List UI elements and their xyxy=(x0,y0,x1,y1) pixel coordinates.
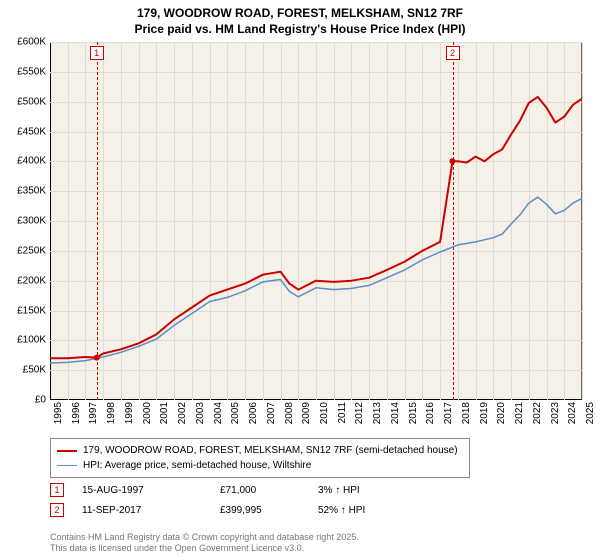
transaction-marker-2: 2 xyxy=(50,503,64,517)
x-tick-label: 2019 xyxy=(479,402,490,424)
legend-swatch-2 xyxy=(57,465,77,466)
x-tick-label: 2000 xyxy=(142,402,153,424)
x-tick-label: 2004 xyxy=(213,402,224,424)
y-tick-label: £350K xyxy=(4,186,46,197)
transaction-marker-1: 1 xyxy=(50,483,64,497)
x-tick-label: 2015 xyxy=(408,402,419,424)
x-tick-label: 2018 xyxy=(461,402,472,424)
y-tick-label: £600K xyxy=(4,37,46,48)
chart-area: £0£50K£100K£150K£200K£250K£300K£350K£400… xyxy=(50,42,582,400)
attribution: Contains HM Land Registry data © Crown c… xyxy=(50,532,359,555)
legend-row-2: HPI: Average price, semi-detached house,… xyxy=(57,458,463,473)
x-tick-label: 2016 xyxy=(425,402,436,424)
x-tick-label: 1995 xyxy=(53,402,64,424)
sale-marker-dot xyxy=(450,158,456,164)
x-tick-label: 2013 xyxy=(372,402,383,424)
x-tick-label: 2003 xyxy=(195,402,206,424)
x-tick-label: 2008 xyxy=(284,402,295,424)
y-tick-label: £100K xyxy=(4,335,46,346)
x-tick-label: 2024 xyxy=(567,402,578,424)
legend-row-1: 179, WOODROW ROAD, FOREST, MELKSHAM, SN1… xyxy=(57,443,463,458)
x-tick-label: 2010 xyxy=(319,402,330,424)
x-tick-label: 2005 xyxy=(230,402,241,424)
y-tick-label: £300K xyxy=(4,216,46,227)
x-tick-label: 2014 xyxy=(390,402,401,424)
transaction-list: 1 15-AUG-1997 £71,000 3% ↑ HPI 2 11-SEP-… xyxy=(50,480,428,520)
legend-swatch-1 xyxy=(57,450,77,452)
line-series-svg xyxy=(50,42,582,400)
x-tick-label: 1996 xyxy=(71,402,82,424)
x-tick-label: 2001 xyxy=(159,402,170,424)
x-tick-label: 2017 xyxy=(443,402,454,424)
x-tick-label: 1999 xyxy=(124,402,135,424)
x-tick-label: 1997 xyxy=(88,402,99,424)
legend-label-2: HPI: Average price, semi-detached house,… xyxy=(83,458,311,473)
transaction-date: 11-SEP-2017 xyxy=(82,505,202,516)
transaction-price: £71,000 xyxy=(220,485,300,496)
title-line-1: 179, WOODROW ROAD, FOREST, MELKSHAM, SN1… xyxy=(0,6,600,22)
x-tick-label: 2020 xyxy=(496,402,507,424)
legend-label-1: 179, WOODROW ROAD, FOREST, MELKSHAM, SN1… xyxy=(83,443,458,458)
y-tick-label: £250K xyxy=(4,245,46,256)
x-tick-label: 2007 xyxy=(266,402,277,424)
attribution-line-1: Contains HM Land Registry data © Crown c… xyxy=(50,532,359,543)
x-tick-label: 2021 xyxy=(514,402,525,424)
legend: 179, WOODROW ROAD, FOREST, MELKSHAM, SN1… xyxy=(50,438,470,478)
attribution-line-2: This data is licensed under the Open Gov… xyxy=(50,543,359,554)
y-tick-label: £200K xyxy=(4,275,46,286)
title-line-2: Price paid vs. HM Land Registry's House … xyxy=(0,22,600,38)
y-tick-label: £550K xyxy=(4,66,46,77)
y-tick-label: £150K xyxy=(4,305,46,316)
sale-marker-dot xyxy=(94,355,100,361)
transaction-price: £399,995 xyxy=(220,505,300,516)
y-tick-label: £400K xyxy=(4,156,46,167)
transaction-pct: 3% ↑ HPI xyxy=(318,485,428,496)
transaction-date: 15-AUG-1997 xyxy=(82,485,202,496)
transaction-pct: 52% ↑ HPI xyxy=(318,505,428,516)
x-tick-label: 2025 xyxy=(585,402,596,424)
chart-title-block: 179, WOODROW ROAD, FOREST, MELKSHAM, SN1… xyxy=(0,0,600,41)
x-tick-label: 2012 xyxy=(354,402,365,424)
x-tick-label: 2023 xyxy=(550,402,561,424)
x-tick-label: 2011 xyxy=(337,402,348,424)
y-tick-label: £450K xyxy=(4,126,46,137)
x-tick-label: 1998 xyxy=(106,402,117,424)
y-tick-label: £500K xyxy=(4,96,46,107)
x-tick-label: 2009 xyxy=(301,402,312,424)
series-price_paid xyxy=(50,97,582,358)
y-tick-label: £50K xyxy=(4,365,46,376)
x-tick-label: 2002 xyxy=(177,402,188,424)
transaction-row: 1 15-AUG-1997 £71,000 3% ↑ HPI xyxy=(50,480,428,500)
x-tick-label: 2006 xyxy=(248,402,259,424)
y-tick-label: £0 xyxy=(4,395,46,406)
x-tick-label: 2022 xyxy=(532,402,543,424)
transaction-row: 2 11-SEP-2017 £399,995 52% ↑ HPI xyxy=(50,500,428,520)
